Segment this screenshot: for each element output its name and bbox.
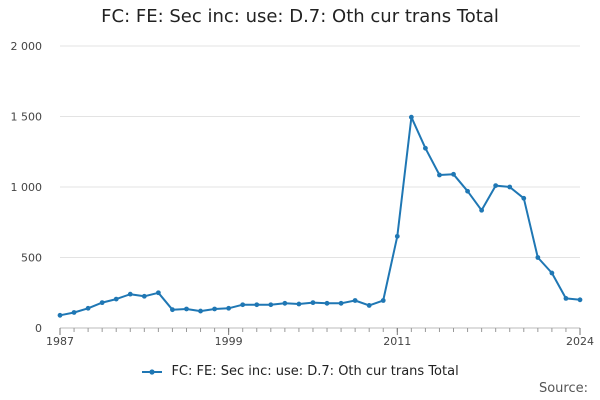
data-point: [324, 300, 330, 306]
data-point: [85, 305, 91, 311]
y-tick-label: 1 500: [11, 111, 43, 124]
data-point: [113, 296, 119, 302]
x-tick-label: 2024: [566, 335, 594, 348]
data-point: [57, 312, 63, 318]
data-point: [507, 184, 513, 190]
axes: 0 500 1 000 1 500 2 000 1987 1999 2011 2024: [11, 40, 595, 348]
y-tick-label: 500: [21, 252, 42, 265]
data-point: [521, 195, 527, 201]
data-point: [184, 306, 189, 312]
data-point: [423, 145, 428, 151]
data-point: [465, 188, 470, 194]
data-point: [141, 293, 147, 299]
y-tick-label: 0: [35, 322, 42, 335]
data-point: [268, 302, 274, 308]
data-point: [212, 306, 217, 312]
data-point: [352, 298, 358, 303]
data-point: [170, 307, 175, 313]
data-point: [254, 302, 260, 308]
data-point: [479, 207, 485, 213]
legend-swatch-icon: [142, 368, 163, 375]
data-point: [493, 183, 499, 188]
data-point: [296, 301, 302, 307]
gridlines: [60, 45, 580, 258]
legend: FC: FE: Sec inc: use: D.7: Oth cur trans…: [0, 364, 600, 379]
data-point: [127, 291, 133, 297]
x-tick-label: 1987: [46, 335, 74, 348]
data-point: [549, 270, 555, 276]
data-point: [71, 310, 77, 315]
x-tick-label: 2011: [383, 335, 411, 348]
source-label: Source:: [538, 381, 588, 396]
data-point: [451, 171, 456, 177]
legend-label: FC: FE: Sec inc: use: D.7: Oth cur trans…: [171, 364, 459, 379]
x-tick-label: 1999: [215, 335, 243, 348]
chart-title: FC: FE: Sec inc: use: D.7: Oth cur trans…: [101, 6, 499, 27]
series-line: [59, 116, 581, 317]
data-point: [380, 298, 386, 303]
data-point: [282, 300, 288, 306]
series-layer: [57, 114, 583, 318]
y-tick-label: 2 000: [11, 40, 43, 53]
data-point: [240, 302, 246, 308]
data-point: [394, 233, 400, 239]
data-point: [577, 297, 583, 303]
data-point: [366, 303, 372, 308]
y-tick-label: 1 000: [11, 181, 43, 194]
data-point: [310, 300, 316, 306]
data-point: [408, 114, 414, 120]
data-point: [338, 300, 344, 306]
data-point: [226, 305, 232, 311]
data-point: [99, 300, 105, 306]
data-point: [155, 290, 161, 296]
data-point: [437, 172, 442, 178]
data-point: [198, 308, 203, 314]
data-point: [535, 255, 541, 260]
data-point: [563, 295, 569, 301]
